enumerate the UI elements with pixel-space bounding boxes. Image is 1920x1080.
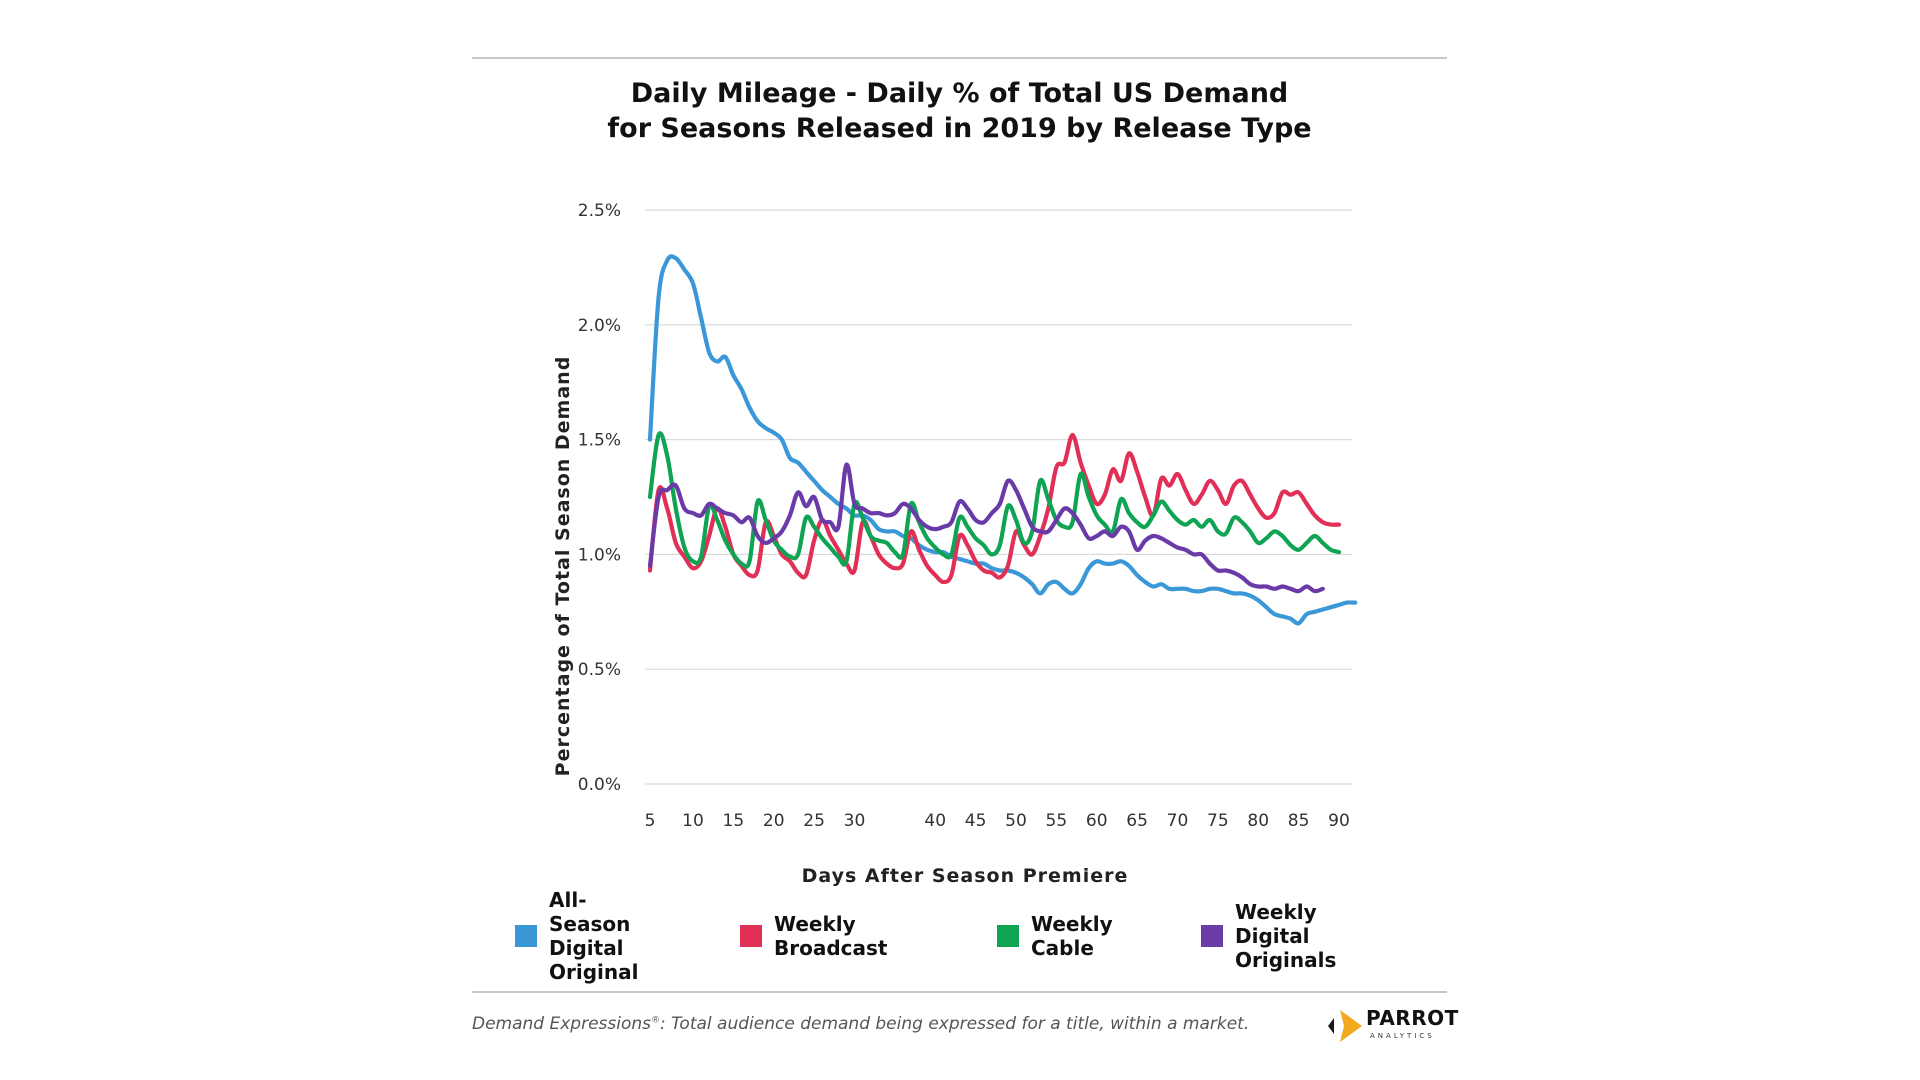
footer-note: Demand Expressions®: Total audience dema…: [472, 1014, 1249, 1034]
x-tick-label: 20: [763, 811, 785, 831]
bottom-divider: [472, 991, 1447, 993]
x-tick-label: 65: [1126, 811, 1148, 831]
parrot-logo-icon: [1328, 1010, 1362, 1042]
legend-item-weekly-cable: Weekly Cable: [997, 908, 1113, 964]
legend-label: Weekly Broadcast: [774, 912, 888, 960]
x-tick-label: 85: [1288, 811, 1310, 831]
footer-text: : Total audience demand being expressed …: [660, 1014, 1250, 1034]
line-chart: 0.0% 0.5% 1.0% 1.5% 2.0% 2.5% 5 10 15 20 25 30 40 45…: [552, 201, 1358, 887]
chart-title-line-1: Daily Mileage - Daily % of Total US Dema…: [630, 78, 1289, 109]
x-tick-label: 75: [1207, 811, 1229, 831]
legend-label: Weekly Cable: [1031, 912, 1113, 960]
series-line-weekly-digital-originals: [647, 462, 1325, 594]
x-tick-label: 60: [1086, 811, 1108, 831]
y-axis-ticks: 0.0% 0.5% 1.0% 1.5% 2.0% 2.5%: [578, 201, 621, 795]
chart-title: Daily Mileage - Daily % of Total US Dema…: [472, 76, 1447, 146]
gridlines: [645, 209, 1352, 785]
y-axis-label: Percentage of Total Season Demand: [552, 356, 574, 777]
x-tick-label: 45: [965, 811, 987, 831]
series-line-weekly-cable: [647, 431, 1342, 569]
x-tick-label: 30: [844, 811, 866, 831]
legend-swatch: [740, 925, 762, 947]
x-tick-label: 25: [803, 811, 825, 831]
legend-label: Weekly Digital Originals: [1235, 900, 1337, 972]
x-tick-label: 40: [924, 811, 946, 831]
series-line-all-season-digital-original: [647, 254, 1358, 626]
registered-mark: ®: [651, 1015, 661, 1026]
logo-wordmark: PARROT: [1366, 1006, 1459, 1030]
legend-swatch: [515, 925, 537, 947]
y-tick-label: 1.5%: [578, 431, 621, 451]
y-tick-label: 2.5%: [578, 201, 621, 221]
y-tick-label: 0.0%: [578, 775, 621, 795]
x-tick-label: 50: [1005, 811, 1027, 831]
legend-swatch: [1201, 925, 1223, 947]
chart-title-line-2: for Seasons Released in 2019 by Release …: [607, 113, 1312, 144]
x-tick-label: 80: [1247, 811, 1269, 831]
x-tick-label: 10: [682, 811, 704, 831]
x-tick-label: 15: [723, 811, 745, 831]
x-axis-ticks: 5 10 15 20 25 30 40 45 50 55 60 65 70 75 80 85 90: [645, 811, 1350, 831]
y-tick-label: 1.0%: [578, 545, 621, 565]
top-divider: [472, 57, 1447, 59]
y-tick-label: 0.5%: [578, 660, 621, 680]
legend-item-weekly-broadcast: Weekly Broadcast: [740, 908, 887, 964]
footer-term: Demand Expressions: [472, 1014, 652, 1034]
x-tick-label: 55: [1046, 811, 1068, 831]
legend-item-all-season: All-Season Digital Original: [515, 888, 638, 984]
x-axis-label: Days After Season Premiere: [802, 865, 1129, 887]
series-lines: [647, 254, 1358, 626]
x-tick-label: 90: [1328, 811, 1350, 831]
legend-item-weekly-digital: Weekly Digital Originals: [1201, 900, 1336, 972]
x-tick-label: 5: [645, 811, 656, 831]
x-tick-label: 70: [1167, 811, 1189, 831]
y-tick-label: 2.0%: [578, 316, 621, 336]
legend-label: All-Season Digital Original: [549, 888, 639, 984]
legend-swatch: [997, 925, 1019, 947]
logo-subtitle: ANALYTICS: [1370, 1032, 1435, 1040]
parrot-analytics-logo: PARROT ANALYTICS: [1322, 1000, 1458, 1048]
